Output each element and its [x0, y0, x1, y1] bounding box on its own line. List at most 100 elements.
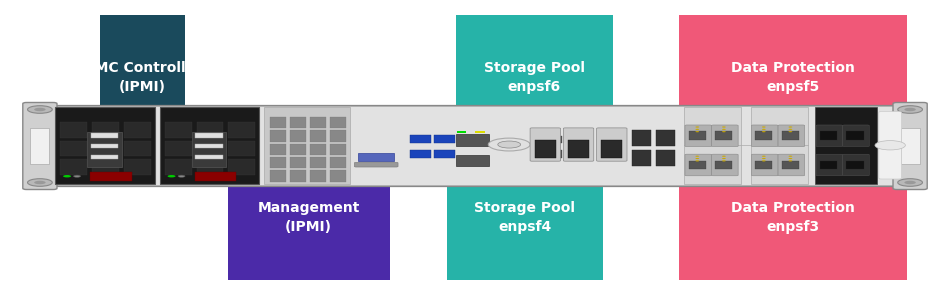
FancyBboxPatch shape	[656, 130, 674, 146]
FancyBboxPatch shape	[264, 107, 350, 184]
FancyBboxPatch shape	[124, 122, 151, 138]
FancyBboxPatch shape	[565, 136, 572, 143]
FancyBboxPatch shape	[601, 140, 622, 158]
FancyBboxPatch shape	[195, 172, 237, 181]
Circle shape	[762, 126, 766, 128]
FancyBboxPatch shape	[456, 15, 613, 140]
FancyBboxPatch shape	[358, 153, 394, 161]
Circle shape	[762, 160, 766, 161]
FancyBboxPatch shape	[556, 150, 562, 158]
FancyBboxPatch shape	[755, 131, 772, 140]
FancyBboxPatch shape	[310, 157, 326, 168]
FancyBboxPatch shape	[685, 154, 712, 176]
Circle shape	[34, 108, 46, 111]
FancyBboxPatch shape	[100, 15, 185, 140]
FancyBboxPatch shape	[60, 159, 87, 175]
FancyBboxPatch shape	[712, 125, 738, 147]
FancyBboxPatch shape	[164, 122, 192, 138]
Circle shape	[722, 158, 726, 159]
FancyBboxPatch shape	[124, 141, 151, 156]
FancyBboxPatch shape	[685, 125, 712, 147]
FancyBboxPatch shape	[310, 130, 326, 142]
FancyBboxPatch shape	[575, 150, 581, 158]
FancyBboxPatch shape	[90, 154, 119, 159]
FancyBboxPatch shape	[820, 131, 837, 140]
Circle shape	[695, 160, 699, 161]
Circle shape	[695, 129, 699, 130]
FancyBboxPatch shape	[330, 157, 346, 168]
Text: Storage Pool
enpsf6: Storage Pool enpsf6	[484, 61, 585, 94]
Circle shape	[788, 156, 792, 157]
Text: BMC Controller
(IPMI): BMC Controller (IPMI)	[84, 61, 201, 94]
FancyBboxPatch shape	[537, 150, 543, 158]
FancyBboxPatch shape	[778, 125, 805, 147]
Circle shape	[498, 141, 521, 148]
FancyBboxPatch shape	[546, 150, 553, 158]
Text: Data Protection
enpsf3: Data Protection enpsf3	[732, 201, 855, 234]
Circle shape	[722, 156, 726, 157]
FancyBboxPatch shape	[290, 117, 306, 128]
Bar	[475, 131, 484, 133]
FancyBboxPatch shape	[597, 128, 627, 161]
FancyBboxPatch shape	[192, 132, 226, 167]
FancyBboxPatch shape	[563, 128, 594, 161]
FancyBboxPatch shape	[565, 150, 572, 158]
FancyBboxPatch shape	[530, 128, 560, 161]
FancyBboxPatch shape	[568, 140, 589, 158]
Circle shape	[695, 126, 699, 128]
FancyBboxPatch shape	[632, 130, 651, 146]
FancyBboxPatch shape	[879, 112, 902, 179]
Circle shape	[788, 160, 792, 161]
FancyBboxPatch shape	[846, 131, 864, 140]
FancyBboxPatch shape	[24, 106, 926, 186]
FancyBboxPatch shape	[684, 107, 741, 184]
Circle shape	[898, 179, 922, 186]
FancyBboxPatch shape	[689, 161, 706, 169]
FancyBboxPatch shape	[843, 125, 869, 147]
FancyBboxPatch shape	[197, 159, 223, 175]
Circle shape	[722, 129, 726, 130]
FancyBboxPatch shape	[751, 125, 778, 147]
FancyBboxPatch shape	[816, 154, 843, 176]
Circle shape	[695, 158, 699, 159]
Polygon shape	[784, 136, 848, 155]
Circle shape	[788, 129, 792, 130]
Text: Storage Pool
enpsf4: Storage Pool enpsf4	[474, 201, 576, 234]
FancyBboxPatch shape	[782, 161, 799, 169]
Circle shape	[875, 141, 905, 150]
FancyBboxPatch shape	[164, 159, 192, 175]
Circle shape	[762, 158, 766, 159]
FancyBboxPatch shape	[228, 122, 256, 138]
Circle shape	[28, 106, 52, 113]
FancyBboxPatch shape	[679, 15, 907, 140]
FancyBboxPatch shape	[228, 159, 256, 175]
FancyBboxPatch shape	[410, 135, 431, 143]
FancyBboxPatch shape	[90, 144, 119, 148]
FancyBboxPatch shape	[124, 159, 151, 175]
FancyBboxPatch shape	[330, 130, 346, 142]
Circle shape	[695, 131, 699, 132]
FancyBboxPatch shape	[87, 132, 122, 167]
Circle shape	[34, 181, 46, 184]
Circle shape	[722, 160, 726, 161]
FancyBboxPatch shape	[228, 155, 390, 280]
FancyBboxPatch shape	[92, 122, 119, 138]
Polygon shape	[279, 136, 394, 155]
FancyBboxPatch shape	[679, 155, 907, 280]
FancyBboxPatch shape	[228, 141, 256, 156]
FancyBboxPatch shape	[750, 107, 808, 184]
FancyBboxPatch shape	[330, 117, 346, 128]
Circle shape	[762, 131, 766, 132]
FancyBboxPatch shape	[712, 154, 738, 176]
FancyBboxPatch shape	[92, 141, 119, 156]
FancyBboxPatch shape	[820, 161, 837, 169]
FancyBboxPatch shape	[715, 161, 732, 169]
Circle shape	[788, 158, 792, 159]
Text: Data Protection
enpsf5: Data Protection enpsf5	[732, 61, 855, 94]
FancyBboxPatch shape	[689, 131, 706, 140]
FancyBboxPatch shape	[893, 102, 927, 190]
FancyBboxPatch shape	[290, 170, 306, 182]
FancyBboxPatch shape	[843, 154, 869, 176]
FancyBboxPatch shape	[195, 133, 223, 138]
Circle shape	[904, 181, 916, 184]
